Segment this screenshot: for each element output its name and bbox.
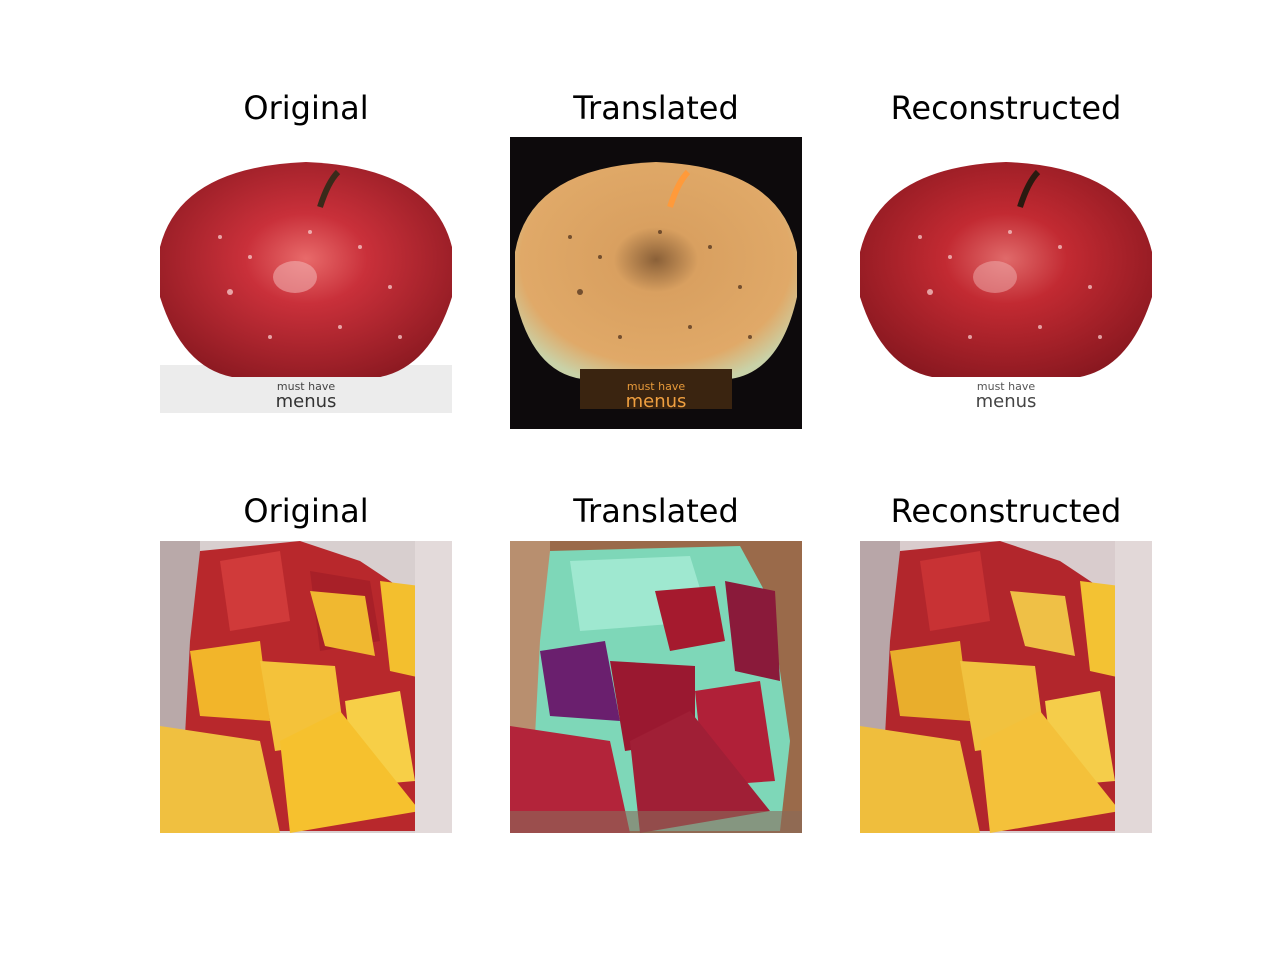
fruit-reconstructed-image (860, 541, 1152, 833)
apple-original-image: must have menus (160, 137, 452, 429)
panel-title: Translated (573, 89, 739, 127)
panel-title: Reconstructed (890, 492, 1122, 530)
image-caption-text: menus (276, 391, 337, 412)
panel-title: Original (243, 492, 369, 530)
image-caption-text: must have (277, 380, 335, 393)
apple-reconstructed-image: must have menus (860, 137, 1152, 429)
image-caption-text: must have (627, 380, 685, 393)
fruit-original-image (160, 541, 452, 833)
apple-translated-image: must have menus (510, 137, 802, 429)
panel-title: Translated (573, 492, 739, 530)
image-caption-text: menus (626, 391, 687, 412)
image-caption-text: menus (976, 391, 1037, 412)
panel-title: Original (243, 89, 369, 127)
image-caption-text: must have (977, 380, 1035, 393)
panel-title: Reconstructed (890, 89, 1122, 127)
fruit-translated-image (510, 541, 802, 833)
